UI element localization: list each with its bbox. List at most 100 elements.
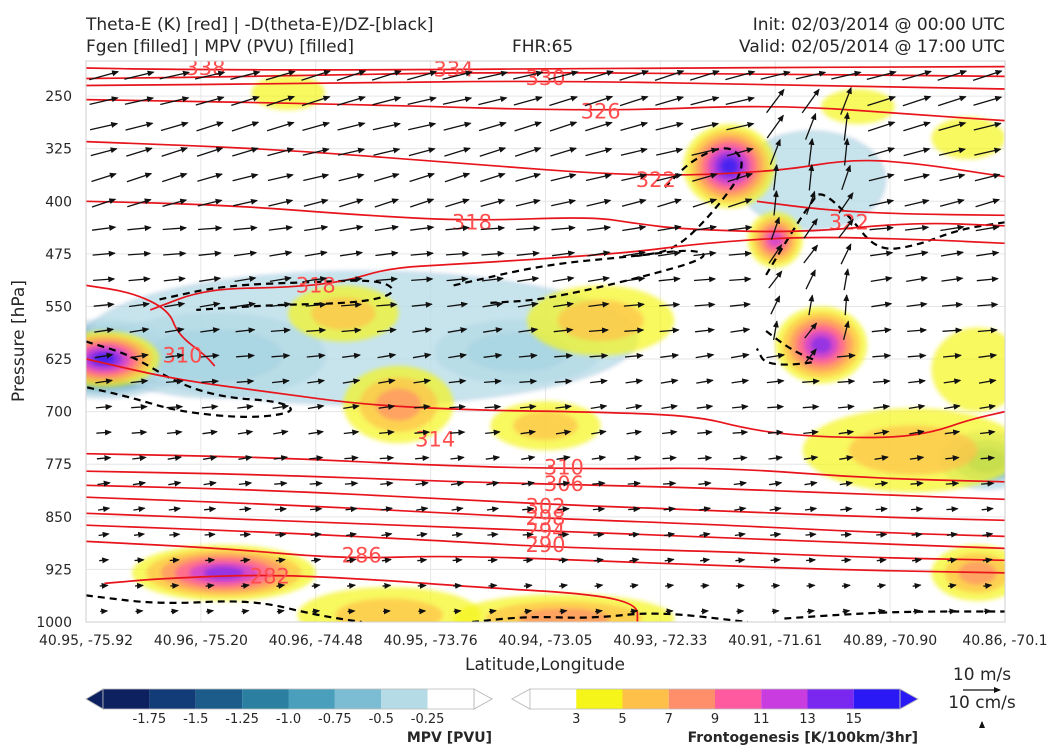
wind-vector (135, 608, 144, 615)
wind-vector (557, 506, 570, 513)
wind-vector (232, 173, 259, 182)
wind-vector (160, 121, 189, 132)
mpv-colorbar-swatch (149, 689, 196, 709)
wind-vector (196, 147, 224, 157)
wind-vector (866, 70, 897, 81)
dthetae-dz-contour (86, 594, 362, 622)
wind-vector (904, 198, 930, 207)
wind-vector (90, 147, 118, 157)
wind-vector (556, 480, 571, 487)
mpv-colorbar-title: MPV [PVU] (407, 730, 492, 746)
wind-vector (910, 480, 924, 487)
wind-vector (304, 224, 329, 232)
mpv-colorbar-swatch (242, 689, 289, 709)
wind-vector (980, 455, 996, 462)
wind-vector (974, 147, 1002, 156)
theta-e-contour-label: 326 (581, 99, 621, 123)
wind-vector (239, 506, 252, 513)
wind-vector (836, 352, 856, 359)
wind-vector (619, 70, 650, 81)
wind-vector (692, 198, 718, 208)
mpv-colorbar-label: -1.25 (225, 712, 259, 727)
wind-vector (276, 583, 286, 589)
wind-vector (912, 557, 923, 564)
wind-vector (444, 172, 471, 183)
wind-vector (695, 327, 715, 334)
theta-e-contour-label: 330 (525, 66, 565, 90)
theta-e-contour (86, 512, 1005, 550)
theta-e-contour (86, 71, 1005, 80)
theta-e-contour (86, 524, 1005, 562)
wind-vector (592, 506, 606, 513)
wind-vector (804, 112, 817, 140)
wind-vector (664, 531, 676, 538)
wind-vector (553, 327, 574, 334)
wind-vector (730, 327, 751, 334)
wind-vector (311, 583, 321, 589)
wind-vector (485, 429, 501, 436)
wind-vector (162, 198, 188, 208)
wind-vector (941, 276, 964, 282)
wind-vector (727, 172, 754, 183)
wind-vector (486, 480, 500, 487)
wind-vector (165, 352, 185, 359)
wind-vector (484, 378, 502, 385)
wind-vector (972, 70, 1003, 82)
wind-vector (169, 557, 180, 564)
mpv-colorbar-extend-low (85, 688, 104, 710)
theta-e-contour (756, 200, 1005, 217)
wind-vector (100, 608, 109, 615)
wind-vector (234, 301, 256, 308)
wind-vector (726, 122, 755, 131)
wind-vector (590, 378, 608, 385)
wind-vector (477, 70, 509, 80)
wind-vector (448, 378, 467, 385)
wind-vector (802, 404, 820, 411)
wind-vector (170, 582, 180, 589)
wind-vector (413, 378, 432, 385)
wind-vector (869, 225, 894, 232)
wind-vector (451, 506, 464, 513)
mpv-colorbar-swatch (334, 689, 382, 709)
wind-vector (908, 403, 926, 410)
wind-vector (372, 96, 402, 106)
wind-vector (905, 250, 929, 257)
wind-vector (445, 250, 470, 257)
wind-vector (410, 250, 434, 257)
wind-vector (96, 455, 112, 462)
wind-vector (231, 95, 260, 107)
wind-vector (128, 276, 151, 283)
wind-vector (521, 480, 535, 487)
wind-vector (343, 429, 360, 436)
wind-vector (273, 429, 289, 436)
wind-vector (906, 275, 929, 283)
wind-vector (484, 404, 502, 411)
wind-vector (344, 455, 359, 462)
wind-vector (337, 147, 366, 156)
wind-vector (587, 275, 610, 283)
wind-vector (480, 225, 506, 232)
mpv-colorbar-label: -1.0 (276, 712, 301, 727)
wind-vector (806, 582, 816, 589)
wind-vector (197, 198, 223, 207)
mpv-colorbar-swatch (288, 689, 335, 709)
wind-vector (588, 327, 609, 334)
wind-vector (770, 557, 781, 564)
wind-vector (167, 455, 182, 461)
wind-vector (877, 608, 886, 615)
wind-vector (873, 429, 890, 436)
wind-vector (522, 531, 534, 538)
wind-vector (377, 352, 397, 359)
wind-vector (623, 301, 645, 308)
wind-vector (238, 480, 253, 487)
wind-vector (760, 70, 791, 80)
wind-vector (588, 301, 610, 308)
wind-vector (973, 121, 1002, 131)
title-line-2: Fgen [filled] | MPV (PVU) [filled] (86, 37, 355, 57)
wind-vector (661, 429, 678, 436)
wind-vector (947, 583, 957, 589)
wind-vector (660, 352, 680, 359)
wind-vector (302, 147, 330, 156)
wind-vector (480, 172, 506, 183)
wind-vector (206, 608, 215, 615)
